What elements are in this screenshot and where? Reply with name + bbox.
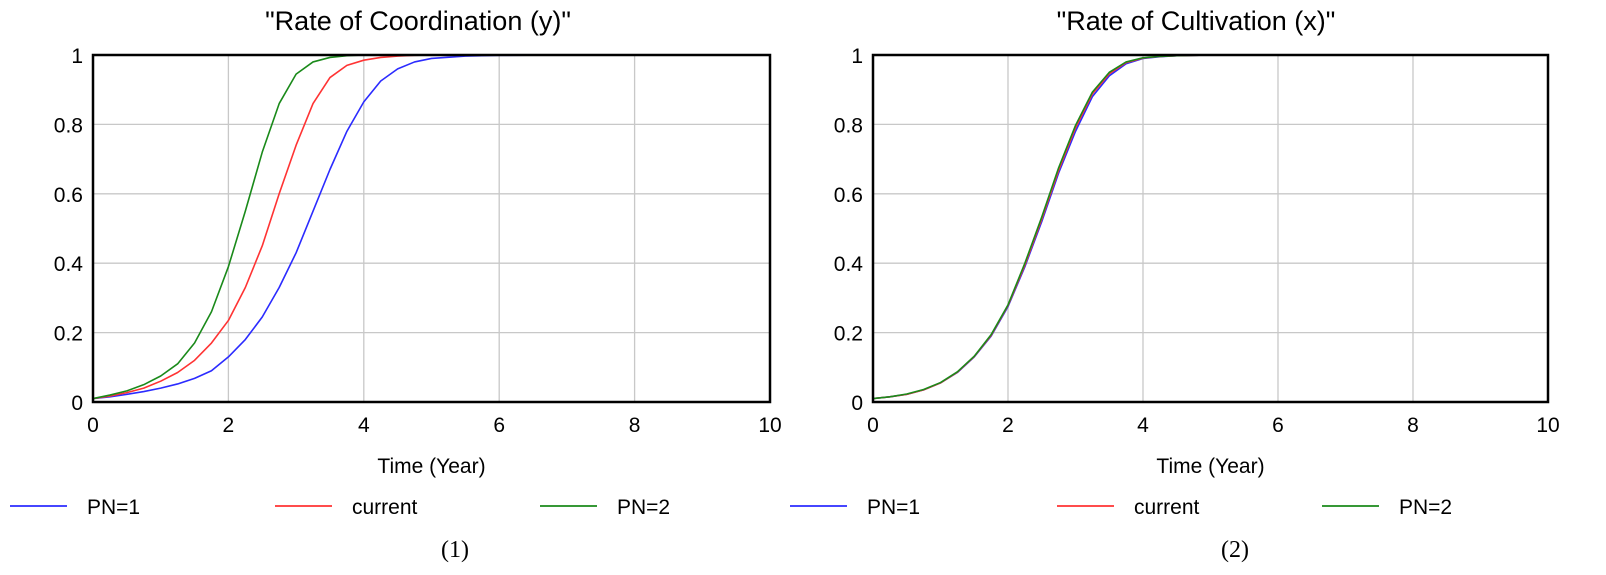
series-line-pn-2 <box>872 54 1548 400</box>
y-tick-label: 0.4 <box>54 253 84 276</box>
chart-title: "Rate of Coordination (y)" <box>265 6 571 36</box>
x-tick-label: 10 <box>758 414 781 437</box>
y-tick-label: 0.4 <box>834 253 864 276</box>
legend-item: PN=2 <box>540 496 670 519</box>
legend-item: PN=1 <box>790 496 920 519</box>
legend-label: PN=2 <box>617 496 670 519</box>
y-tick-label: 0.8 <box>834 114 863 137</box>
x-tick-label: 6 <box>1272 414 1284 437</box>
series-line-pn-1 <box>92 54 770 400</box>
x-axis-label: Time (Year) <box>1156 455 1264 478</box>
y-tick-label: 0.2 <box>54 323 83 346</box>
series-line-current <box>872 54 1548 400</box>
legend-item: current <box>275 496 418 519</box>
plot-frame <box>91 53 772 404</box>
x-tick-label: 10 <box>1536 414 1559 437</box>
y-tick-label: 0.2 <box>834 323 863 346</box>
chart-panel-2: "Rate of Cultivation (x)"00.20.40.60.810… <box>790 6 1560 563</box>
legend-label: PN=1 <box>867 496 920 519</box>
y-tick-label: 0.8 <box>54 114 83 137</box>
panel-caption: (1) <box>441 537 469 563</box>
legend-label: current <box>352 496 418 519</box>
series-line-pn-2 <box>92 54 770 400</box>
legend-label: PN=1 <box>87 496 140 519</box>
x-tick-label: 2 <box>223 414 235 437</box>
x-tick-label: 4 <box>358 414 370 437</box>
y-tick-label: 0.6 <box>834 184 863 207</box>
chart-title: "Rate of Cultivation (x)" <box>1057 6 1336 36</box>
series-line-pn-1 <box>872 54 1548 400</box>
y-tick-label: 0 <box>71 392 83 415</box>
x-tick-label: 8 <box>629 414 641 437</box>
x-tick-label: 2 <box>1002 414 1014 437</box>
series-line-current <box>92 54 770 400</box>
y-tick-label: 1 <box>851 45 863 68</box>
legend-item: PN=2 <box>1322 496 1452 519</box>
x-tick-label: 8 <box>1407 414 1419 437</box>
y-tick-label: 0.6 <box>54 184 83 207</box>
x-tick-label: 0 <box>87 414 99 437</box>
plot-frame <box>871 53 1550 404</box>
x-tick-label: 0 <box>867 414 879 437</box>
chart-panel-1: "Rate of Coordination (y)" 0 0.2 0.4 0.6 0.8 1… <box>10 6 782 563</box>
y-tick-label: 1 <box>71 45 83 68</box>
legend-item: current <box>1057 496 1200 519</box>
legend-label: PN=2 <box>1399 496 1452 519</box>
legend-label: current <box>1134 496 1200 519</box>
y-tick-label: 0 <box>851 392 863 415</box>
x-tick-label: 6 <box>493 414 505 437</box>
panel-caption: (2) <box>1221 537 1249 563</box>
x-axis-label: Time (Year) <box>377 455 485 478</box>
x-tick-label: 4 <box>1137 414 1149 437</box>
legend-item: PN=1 <box>10 496 140 519</box>
